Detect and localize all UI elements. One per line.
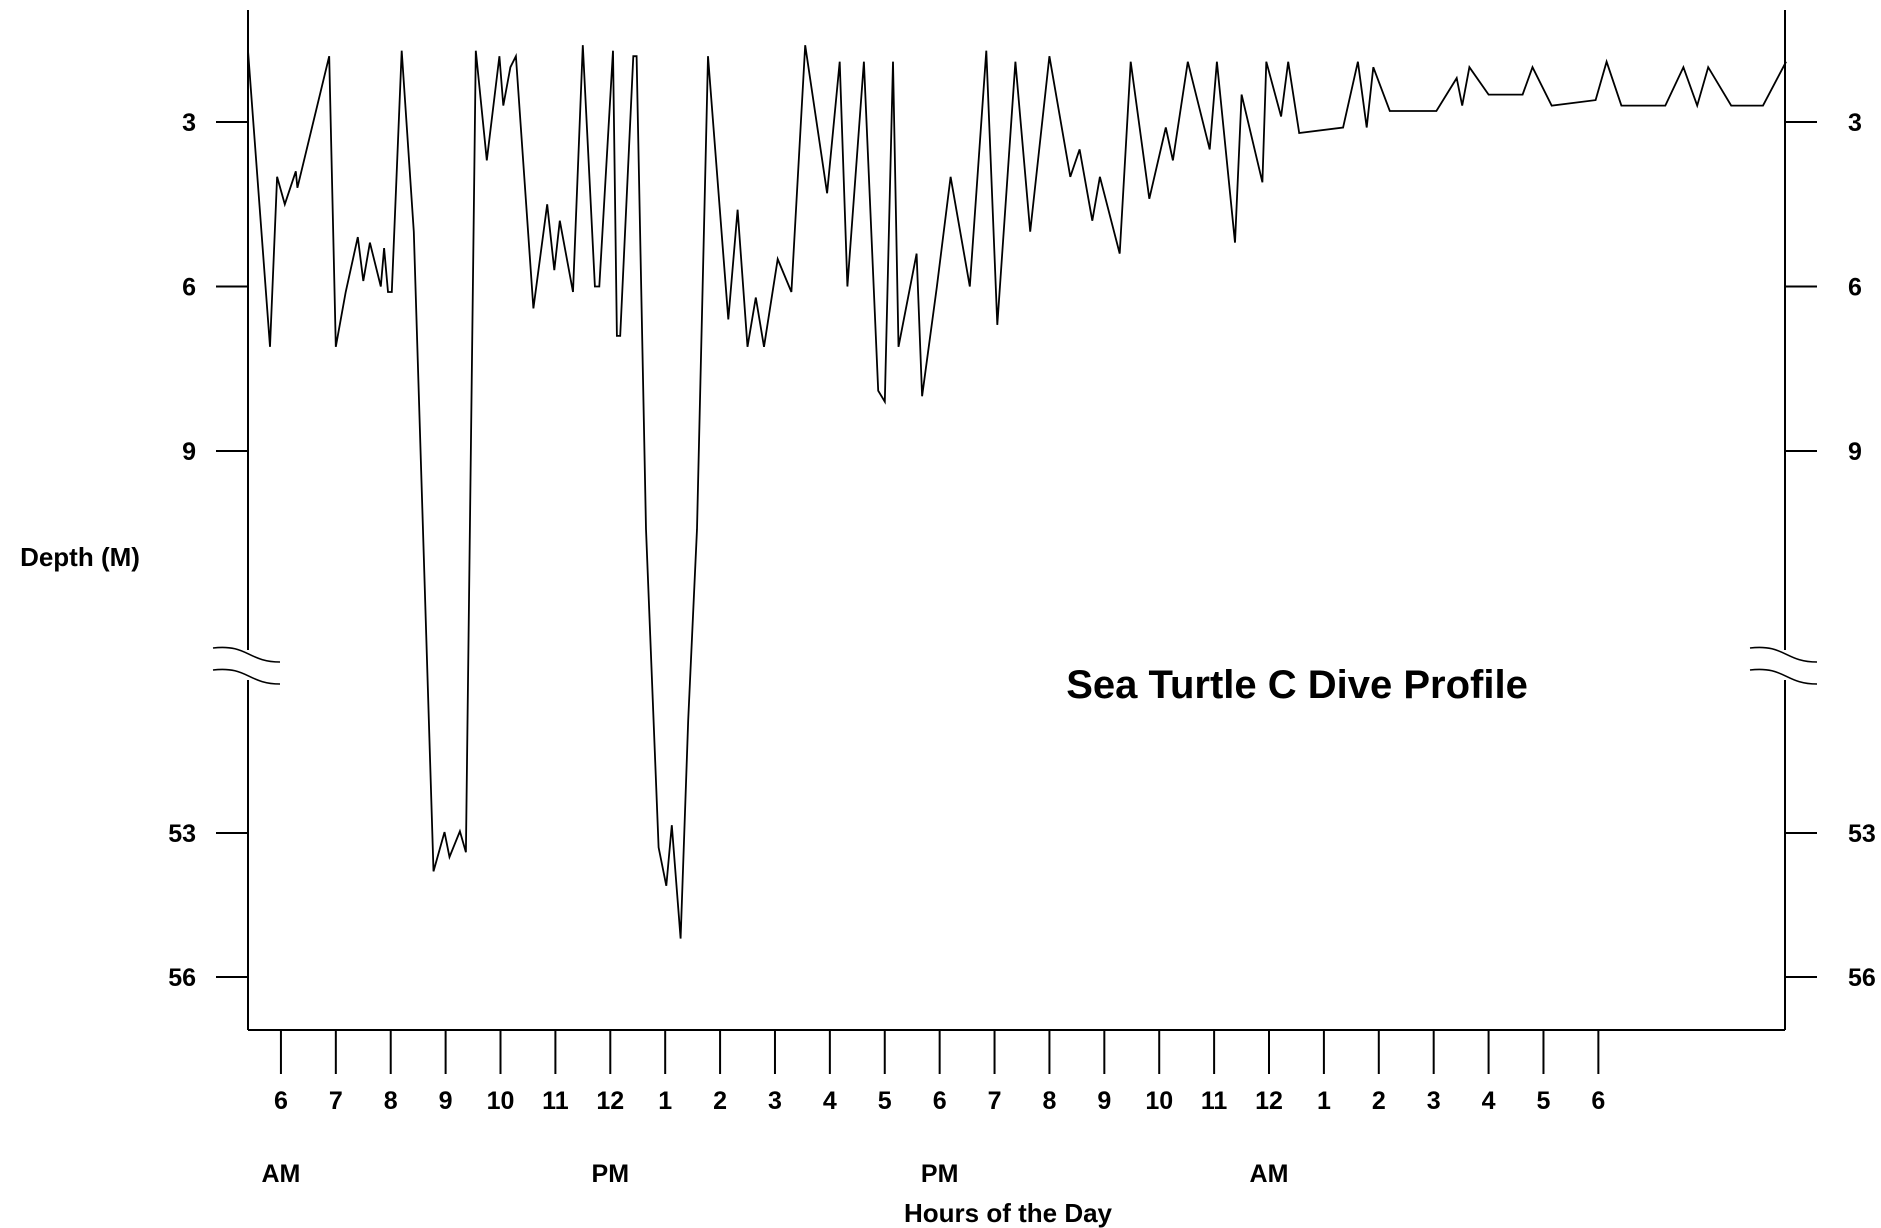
y-tick-label-left: 56 — [168, 964, 196, 992]
x-period-label: AM — [1250, 1160, 1289, 1188]
x-tick-label: 8 — [384, 1087, 398, 1115]
left-axis-break-mark — [212, 646, 281, 663]
x-tick-label: 1 — [1317, 1087, 1331, 1115]
x-tick-label: 12 — [596, 1087, 624, 1115]
right-axis-break-mark — [1749, 668, 1818, 685]
x-tick-label: 3 — [1427, 1087, 1441, 1115]
depth-series-line — [247, 45, 1787, 939]
y-tick-label-right: 6 — [1848, 274, 1862, 302]
chart-title: Sea Turtle C Dive Profile — [1066, 663, 1528, 707]
right-axis-break-mark — [1749, 646, 1818, 663]
y-tick-label-right: 3 — [1848, 109, 1862, 137]
y-tick-label-left: 53 — [168, 820, 196, 848]
x-tick-label: 6 — [1591, 1087, 1605, 1115]
x-tick-label: 11 — [542, 1087, 569, 1115]
x-tick-label: 1 — [658, 1087, 672, 1115]
x-tick-label: 2 — [713, 1087, 727, 1115]
x-tick-label: 6 — [274, 1087, 288, 1115]
y-axis-label: Depth (M) — [20, 542, 140, 572]
x-tick-label: 2 — [1372, 1087, 1386, 1115]
x-tick-label: 4 — [1482, 1087, 1496, 1115]
x-tick-label: 12 — [1255, 1087, 1283, 1115]
y-tick-label-left: 3 — [182, 109, 196, 137]
x-tick-label: 6 — [933, 1087, 947, 1115]
y-tick-label-left: 9 — [182, 438, 196, 466]
x-period-label: AM — [261, 1160, 300, 1188]
y-tick-label-right: 53 — [1848, 820, 1876, 848]
x-tick-label: 10 — [1145, 1087, 1173, 1115]
x-tick-label: 4 — [823, 1087, 837, 1115]
x-period-label: PM — [592, 1160, 630, 1188]
y-tick-label-right: 9 — [1848, 438, 1862, 466]
x-tick-label: 3 — [768, 1087, 782, 1115]
left-axis-break-mark — [212, 668, 281, 685]
x-tick-label: 7 — [988, 1087, 1002, 1115]
axes — [212, 10, 1818, 1031]
y-tick-label-right: 56 — [1848, 964, 1876, 992]
x-tick-label: 9 — [1097, 1087, 1111, 1115]
x-tick-label: 10 — [487, 1087, 515, 1115]
x-tick-label: 11 — [1201, 1087, 1228, 1115]
x-tick-label: 9 — [439, 1087, 453, 1115]
x-tick-label: 5 — [878, 1087, 892, 1115]
x-axis-label: Hours of the Day — [904, 1198, 1113, 1228]
x-tick-label: 7 — [329, 1087, 343, 1115]
y-tick-label-left: 6 — [182, 274, 196, 302]
x-period-label: PM — [921, 1160, 959, 1188]
series-group — [247, 45, 1787, 939]
x-tick-label: 8 — [1042, 1087, 1056, 1115]
x-tick-label: 5 — [1537, 1087, 1551, 1115]
